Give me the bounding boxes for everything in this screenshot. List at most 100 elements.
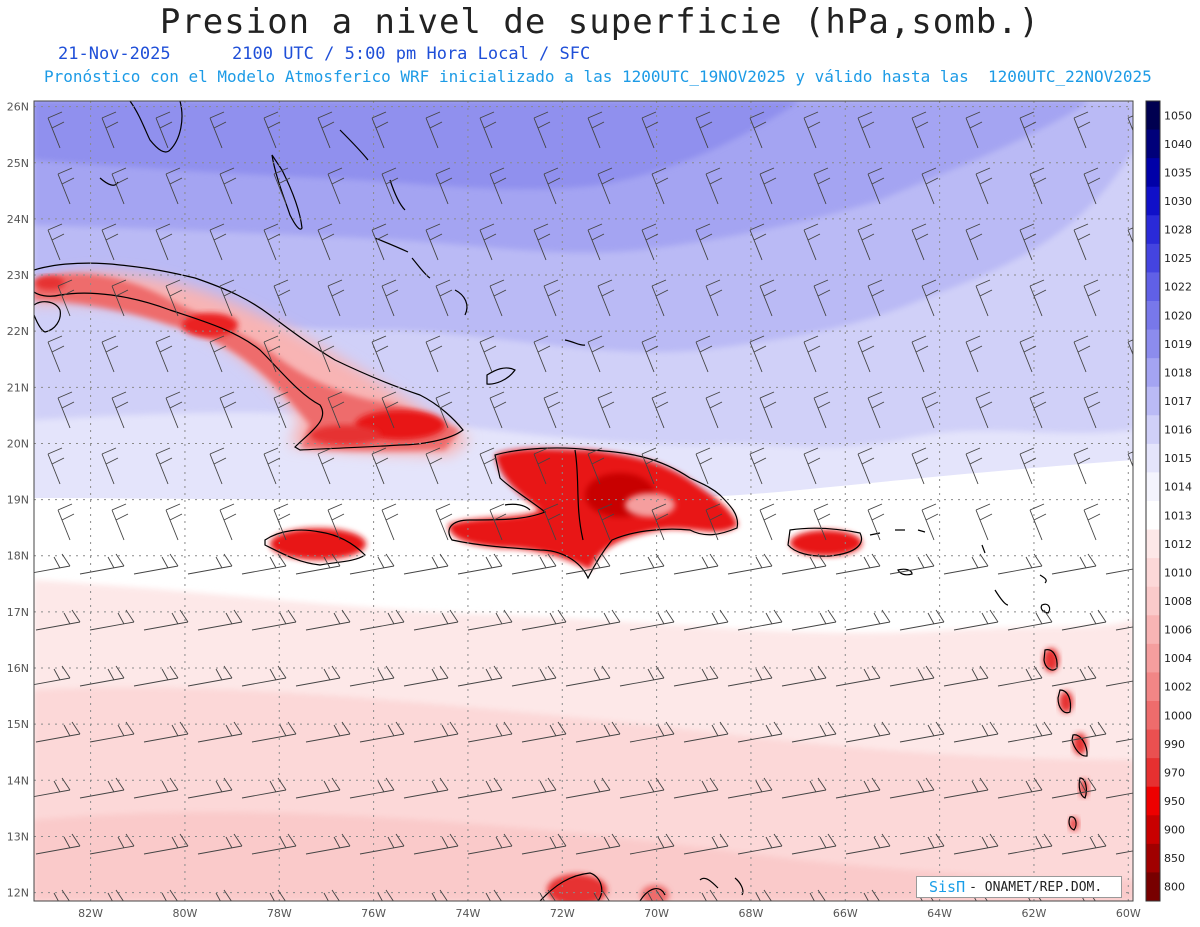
wind-barb [911,111,929,149]
wind-barb [597,503,615,541]
wind-barb [705,167,723,205]
colorbar-label: 1004 [1164,652,1192,665]
wind-barb [413,833,459,855]
wind-barb [1083,503,1101,541]
wind-barb [863,889,880,901]
wind-barb [1083,279,1101,317]
colorbar-label: 900 [1164,824,1185,837]
wind-barb [889,553,935,575]
wind-barb [273,391,291,429]
wind-barb [111,503,129,541]
lat-tick-label: 13N [7,830,29,843]
wind-barb [997,777,1043,799]
wind-barb [587,111,605,149]
wind-barb [975,167,993,205]
wind-barb [251,833,297,855]
credit-box: SisΠ - ONAMET/REP.DOM. [916,876,1122,898]
wind-barb [575,833,621,855]
wind-barb [295,553,341,575]
colorbar-swatch [1146,158,1160,188]
wind-barb [673,553,719,575]
wind-barb [587,223,605,261]
wind-barb [187,553,233,575]
colorbar-swatch [1146,386,1160,416]
wind-barb [543,391,561,429]
colorbar-swatch [1146,558,1160,588]
model-info: Pronóstico con el Modelo Atmosferico WRF… [44,67,1152,86]
wind-barb [219,391,237,429]
lon-tick-label: 82W [78,907,103,920]
lon-tick-label: 68W [739,907,764,920]
wind-barb [965,447,983,485]
colorbar-swatch [1146,701,1160,731]
wind-barb [435,279,453,317]
wind-barb [457,553,503,575]
wind-barb [413,609,459,631]
wind-barb [47,111,65,149]
wind-barb [727,665,773,687]
wind-barb [619,665,665,687]
wind-barb [953,833,999,855]
wind-barb [835,553,881,575]
wind-barb [651,167,669,205]
wind-barb [695,223,713,261]
wind-barb [965,111,983,149]
wind-barb [911,447,929,485]
colorbar-swatch [1146,643,1160,673]
colorbar-label: 1008 [1164,595,1192,608]
wind-barb [737,609,783,631]
wind-barb [809,889,826,901]
wind-barb [533,223,551,261]
subtitle-time: 21-Nov-2025 2100 UTC / 5:00 pm Hora Loca… [58,44,590,64]
wind-barb [435,167,453,205]
wind-barb [457,665,503,687]
wind-barb [943,777,989,799]
wind-barb [53,889,70,901]
wind-barb [1019,335,1037,373]
wind-barb [521,833,567,855]
wind-barb [165,503,183,541]
wind-barb [273,503,291,541]
wind-barb [695,111,713,149]
wind-barb [187,665,233,687]
wind-barb [803,111,821,149]
wind-barb [269,889,286,901]
wind-barb [1019,447,1037,485]
wind-barb [197,721,243,743]
wind-barb [263,223,281,261]
wind-barb [619,777,665,799]
wind-barb [597,279,615,317]
lon-tick-label: 66W [833,907,858,920]
wind-barb [587,447,605,485]
wind-barb [435,391,453,429]
wind-barb [155,223,173,261]
wind-barb [209,335,227,373]
wind-barb [1019,223,1037,261]
wind-barb [813,391,831,429]
colorbar-swatch [1146,329,1160,359]
wind-barb [1073,223,1091,261]
lat-tick-label: 25N [7,157,29,170]
wind-barb [155,111,173,149]
wind-barb [705,391,723,429]
wind-barb [597,391,615,429]
wind-barb [857,335,875,373]
wind-barb [565,553,611,575]
lon-tick-label: 62W [1022,907,1047,920]
wind-barb [359,833,405,855]
wind-barb [521,721,567,743]
wind-barb [263,335,281,373]
wind-barb [273,279,291,317]
lon-tick-label: 60W [1116,907,1141,920]
colorbar-swatch [1146,186,1160,216]
wind-barb [921,503,939,541]
wind-barb [975,503,993,541]
lat-tick-label: 22N [7,325,29,338]
wind-barb [759,503,777,541]
wind-barb [425,223,443,261]
wind-barb [975,391,993,429]
wind-barb [101,223,119,261]
colorbar-swatch [1146,415,1160,445]
wind-barb [803,335,821,373]
